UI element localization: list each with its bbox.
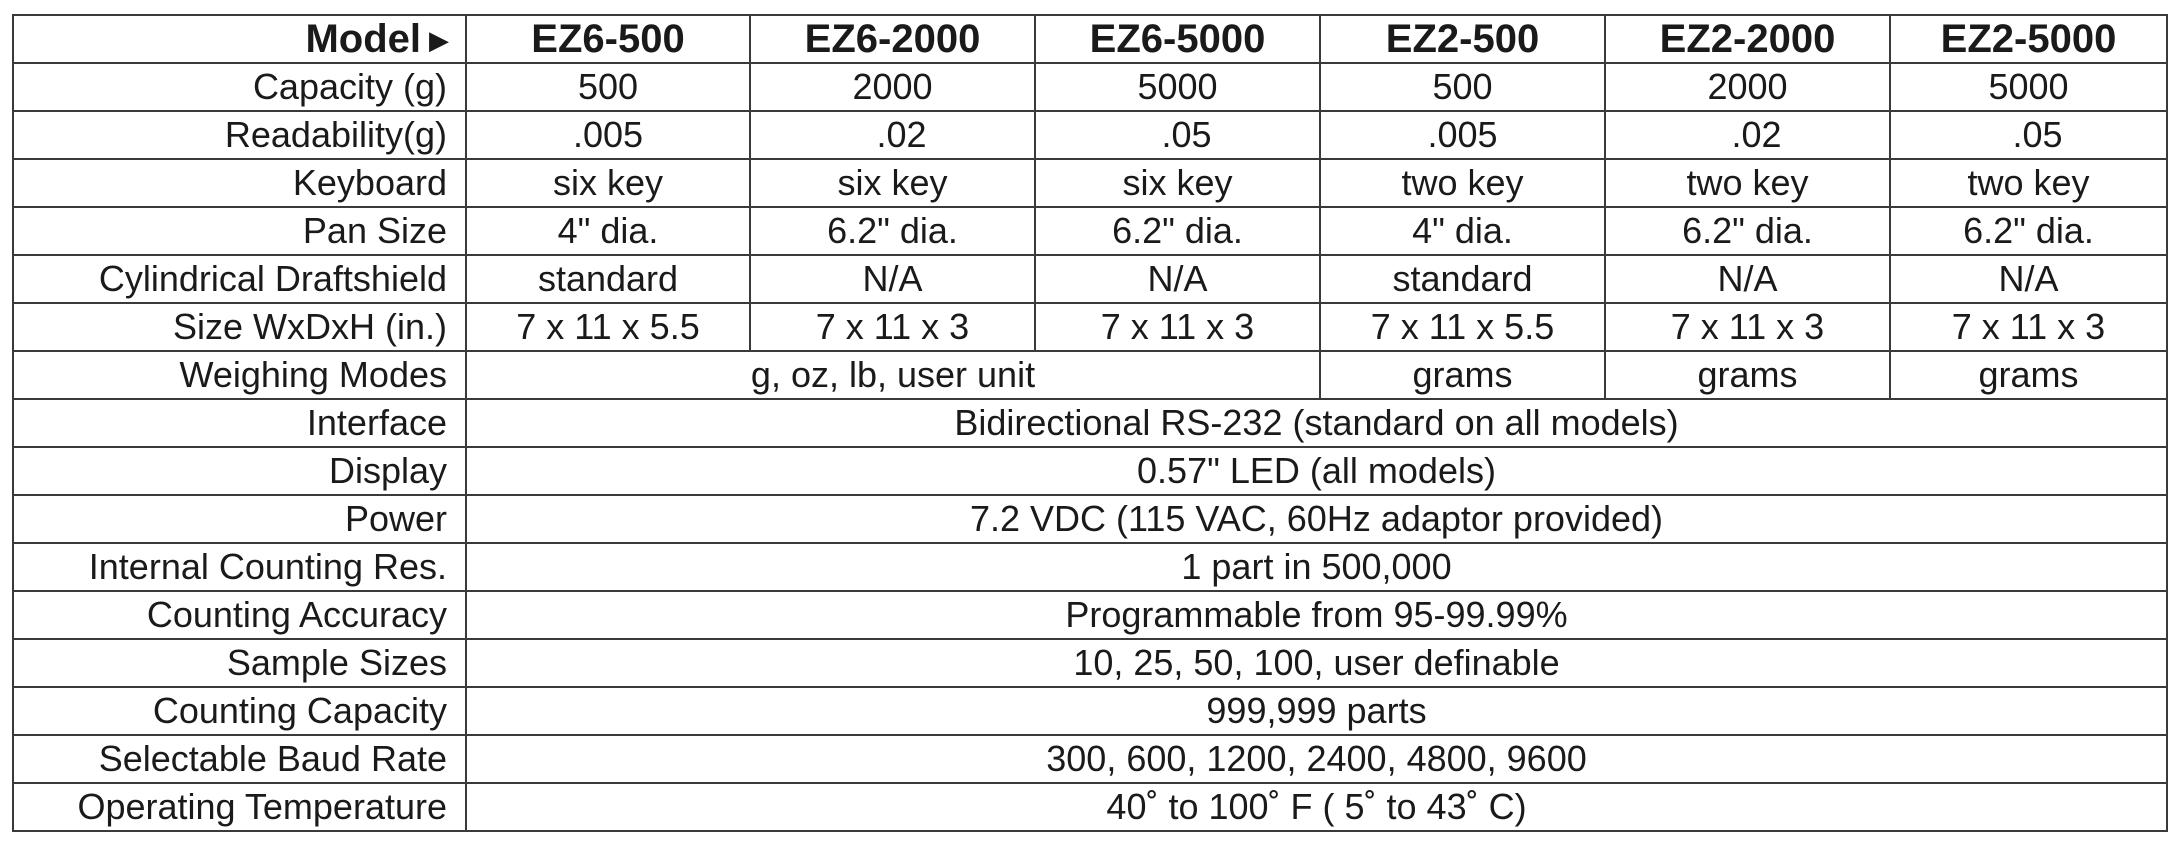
- table-cell: .02: [1604, 110, 1891, 160]
- table-cell: 7 x 11 x 3: [1034, 302, 1321, 352]
- table-cell: .005: [1319, 110, 1606, 160]
- table-cell: 7 x 11 x 3: [1604, 302, 1891, 352]
- row-label: Weighing Modes: [12, 350, 467, 400]
- table-cell: 7.2 VDC (115 VAC, 60Hz adaptor provided): [465, 494, 2168, 544]
- table-cell: grams: [1889, 350, 2168, 400]
- table-cell: Programmable from 95-99.99%: [465, 590, 2168, 640]
- model-name: EZ6-2000: [749, 14, 1036, 64]
- model-header: Model ▶: [12, 14, 467, 64]
- row-label: Cylindrical Draftshield: [12, 254, 467, 304]
- model-name: EZ2-500: [1319, 14, 1606, 64]
- table-cell: six key: [749, 158, 1036, 208]
- table-cell: 6.2" dia.: [1889, 206, 2168, 256]
- table-row: Counting Capacity 999,999 parts: [12, 686, 2168, 736]
- table-row: Interface Bidirectional RS-232 (standard…: [12, 398, 2168, 448]
- table-row: Operating Temperature 40˚ to 100˚ F ( 5˚…: [12, 782, 2168, 832]
- row-label: Size WxDxH (in.): [12, 302, 467, 352]
- table-cell: 300, 600, 1200, 2400, 4800, 9600: [465, 734, 2168, 784]
- table-cell: 5000: [1889, 62, 2168, 112]
- row-label: Sample Sizes: [12, 638, 467, 688]
- table-cell: 2000: [749, 62, 1036, 112]
- table-cell: two key: [1319, 158, 1606, 208]
- table-row: Readability(g) .005 .02 .05 .005 .02 .05: [12, 110, 2168, 160]
- table-cell: .02: [749, 110, 1036, 160]
- table-cell: 10, 25, 50, 100, user definable: [465, 638, 2168, 688]
- table-cell: grams: [1319, 350, 1606, 400]
- table-cell: grams: [1604, 350, 1891, 400]
- table-row: Sample Sizes 10, 25, 50, 100, user defin…: [12, 638, 2168, 688]
- table-cell: 500: [1319, 62, 1606, 112]
- table-row: Cylindrical Draftshield standard N/A N/A…: [12, 254, 2168, 304]
- model-label: Model: [305, 16, 421, 61]
- table-cell: 500: [465, 62, 751, 112]
- table-row: Internal Counting Res. 1 part in 500,000: [12, 542, 2168, 592]
- row-label: Pan Size: [12, 206, 467, 256]
- table-row: Counting Accuracy Programmable from 95-9…: [12, 590, 2168, 640]
- table-cell: two key: [1604, 158, 1891, 208]
- table-cell: Bidirectional RS-232 (standard on all mo…: [465, 398, 2168, 448]
- row-label: Counting Capacity: [12, 686, 467, 736]
- row-label: Selectable Baud Rate: [12, 734, 467, 784]
- row-label: Counting Accuracy: [12, 590, 467, 640]
- table-cell: g, oz, lb, user unit: [465, 350, 1321, 400]
- model-name: EZ2-5000: [1889, 14, 2168, 64]
- spec-table: Model ▶ EZ6-500 EZ6-2000 EZ6-5000 EZ2-500…: [12, 14, 2168, 832]
- table-row: Display 0.57" LED (all models): [12, 446, 2168, 496]
- table-cell: six key: [1034, 158, 1321, 208]
- row-label: Interface: [12, 398, 467, 448]
- triangle-right-icon: ▶: [429, 24, 449, 55]
- table-cell: 2000: [1604, 62, 1891, 112]
- table-cell: standard: [465, 254, 751, 304]
- table-row: Selectable Baud Rate 300, 600, 1200, 240…: [12, 734, 2168, 784]
- table-cell: 6.2" dia.: [1604, 206, 1891, 256]
- table-cell: 5000: [1034, 62, 1321, 112]
- table-row: Weighing Modes g, oz, lb, user unit gram…: [12, 350, 2168, 400]
- table-cell: two key: [1889, 158, 2168, 208]
- table-cell: .05: [1034, 110, 1321, 160]
- table-cell: 1 part in 500,000: [465, 542, 2168, 592]
- row-label: Operating Temperature: [12, 782, 467, 832]
- table-cell: six key: [465, 158, 751, 208]
- table-cell: .05: [1889, 110, 2168, 160]
- table-row: Keyboard six key six key six key two key…: [12, 158, 2168, 208]
- table-row: Size WxDxH (in.) 7 x 11 x 5.5 7 x 11 x 3…: [12, 302, 2168, 352]
- row-label: Capacity (g): [12, 62, 467, 112]
- table-cell: N/A: [749, 254, 1036, 304]
- table-cell: N/A: [1034, 254, 1321, 304]
- table-cell: 7 x 11 x 3: [1889, 302, 2168, 352]
- table-cell: standard: [1319, 254, 1606, 304]
- table-cell: .005: [465, 110, 751, 160]
- table-cell: 6.2" dia.: [749, 206, 1036, 256]
- header-row: Model ▶ EZ6-500 EZ6-2000 EZ6-5000 EZ2-500…: [12, 14, 2168, 64]
- row-label: Keyboard: [12, 158, 467, 208]
- table-cell: 7 x 11 x 5.5: [465, 302, 751, 352]
- table-cell: 4" dia.: [465, 206, 751, 256]
- table-cell: 7 x 11 x 3: [749, 302, 1036, 352]
- table-cell: 6.2" dia.: [1034, 206, 1321, 256]
- row-label: Display: [12, 446, 467, 496]
- model-name: EZ6-500: [465, 14, 751, 64]
- table-cell: 4" dia.: [1319, 206, 1606, 256]
- table-cell: N/A: [1889, 254, 2168, 304]
- model-name: EZ6-5000: [1034, 14, 1321, 64]
- table-cell: 0.57" LED (all models): [465, 446, 2168, 496]
- row-label: Readability(g): [12, 110, 467, 160]
- table-row: Pan Size 4" dia. 6.2" dia. 6.2" dia. 4" …: [12, 206, 2168, 256]
- table-row: Power 7.2 VDC (115 VAC, 60Hz adaptor pro…: [12, 494, 2168, 544]
- table-cell: N/A: [1604, 254, 1891, 304]
- table-cell: 40˚ to 100˚ F ( 5˚ to 43˚ C): [465, 782, 2168, 832]
- table-row: Capacity (g) 500 2000 5000 500 2000 5000: [12, 62, 2168, 112]
- table-cell: 999,999 parts: [465, 686, 2168, 736]
- row-label: Internal Counting Res.: [12, 542, 467, 592]
- table-cell: 7 x 11 x 5.5: [1319, 302, 1606, 352]
- model-name: EZ2-2000: [1604, 14, 1891, 64]
- row-label: Power: [12, 494, 467, 544]
